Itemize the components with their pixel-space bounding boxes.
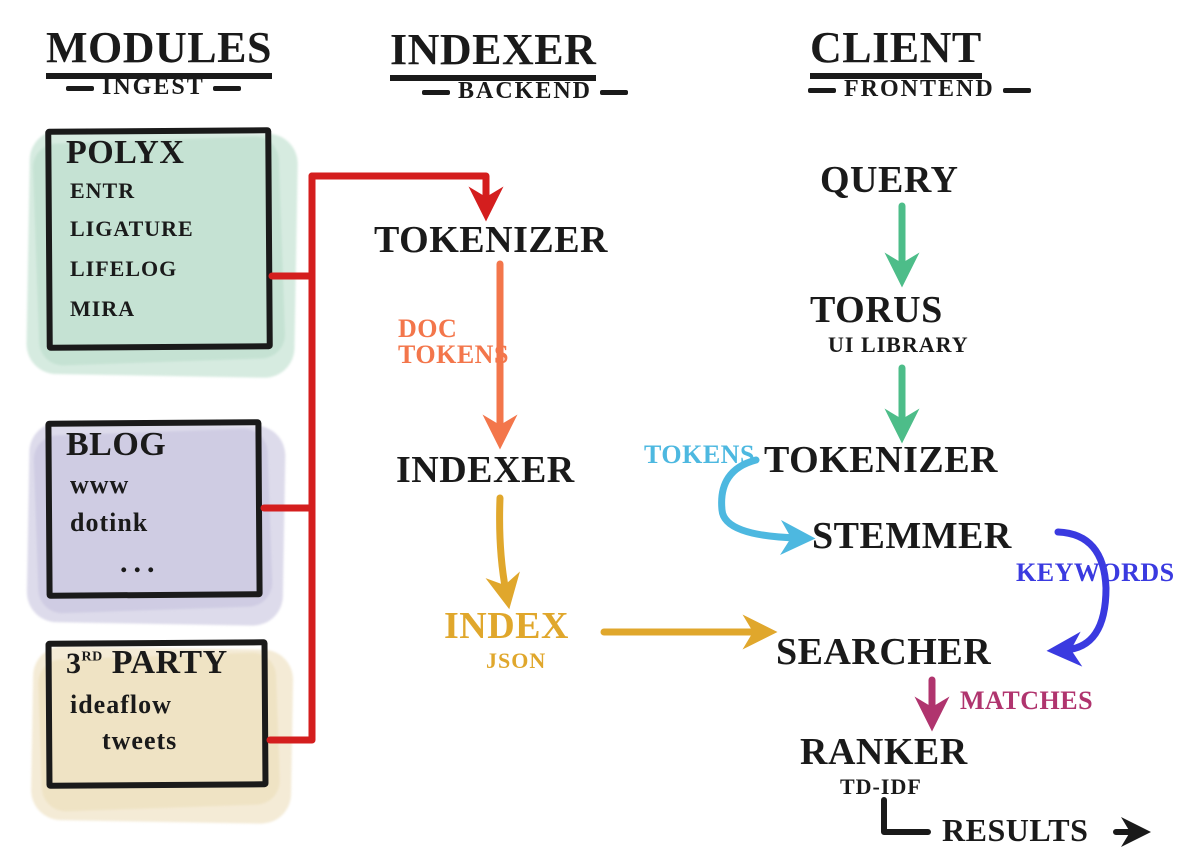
label-tokens: TOKENS [644, 440, 755, 470]
thirdparty-title: 3rd 3rd PARTYPARTY [66, 644, 228, 682]
node-ranker: RANKER [800, 730, 968, 774]
edge-indexer-to-index [500, 498, 506, 592]
thirdparty-item-1: tweets [102, 726, 177, 756]
label-keywords: KEYWORDS [1016, 558, 1175, 588]
polyx-item-3: MIRA [70, 296, 135, 322]
node-torus: TORUS [810, 288, 943, 332]
col-indexer-title: INDEXER [390, 24, 596, 81]
blog-item-0: www [70, 470, 129, 500]
node-query: QUERY [820, 158, 958, 202]
thirdparty-item-0: ideaflow [70, 690, 172, 720]
node-ranker-sub: TD-IDF [840, 774, 922, 800]
node-tokenizer-fe: TOKENIZER [764, 438, 998, 482]
node-results: RESULTS [942, 812, 1088, 849]
node-searcher: SEARCHER [776, 630, 991, 674]
blog-title: BLOG [66, 426, 166, 464]
node-index-json-sub: JSON [486, 648, 546, 674]
polyx-item-1: LIGATURE [70, 216, 194, 242]
blog-item-2: ... [120, 546, 161, 580]
node-stemmer: STEMMER [812, 514, 1012, 558]
col-modules-title: MODULES [46, 22, 272, 79]
node-index-json: INDEX [444, 604, 569, 648]
polyx-title: POLYX [66, 134, 184, 172]
blog-item-1: dotink [70, 508, 148, 538]
col-indexer-subtitle: BACKEND [414, 78, 636, 105]
col-modules-subtitle: INGEST [58, 74, 249, 101]
node-indexer-be: INDEXER [396, 448, 575, 492]
polyx-item-0: ENTR [70, 178, 135, 204]
col-client-title: CLIENT [810, 22, 982, 79]
polyx-item-2: LIFELOG [70, 256, 177, 282]
node-tokenizer-be: TOKENIZER [374, 218, 608, 262]
label-matches: MATCHES [960, 686, 1093, 716]
col-client-subtitle: FRONTEND [800, 76, 1039, 103]
label-doc-tokens: DOCTOKENS [398, 316, 509, 368]
edge-ingest-to-tokenizer [312, 176, 486, 204]
node-torus-sub: UI LIBRARY [828, 332, 969, 358]
edge-stemmer-to-searcher [1058, 532, 1106, 650]
